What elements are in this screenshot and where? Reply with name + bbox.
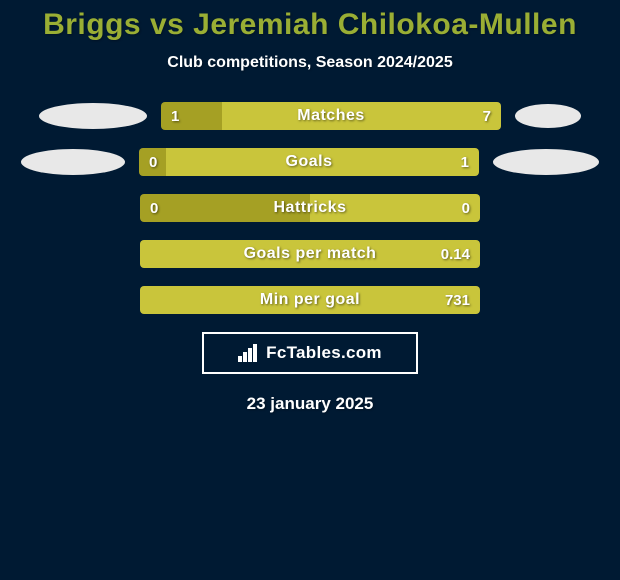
ellipse-placeholder xyxy=(18,241,126,267)
stat-row: 731Min per goal xyxy=(0,286,620,314)
stat-row: 17Matches xyxy=(0,102,620,130)
ellipse-placeholder xyxy=(18,287,126,313)
ellipse-placeholder xyxy=(494,287,602,313)
chart-icon xyxy=(238,344,260,362)
stat-bar: 0.14Goals per match xyxy=(140,240,480,268)
page-title: Briggs vs Jeremiah Chilokoa-Mullen xyxy=(0,8,620,42)
player-left-ellipse xyxy=(39,103,147,129)
stat-label: Goals xyxy=(139,148,479,176)
stat-row: 0.14Goals per match xyxy=(0,240,620,268)
comparison-infographic: Briggs vs Jeremiah Chilokoa-Mullen Club … xyxy=(0,0,620,580)
stat-row: 00Hattricks xyxy=(0,194,620,222)
stat-label: Min per goal xyxy=(140,286,480,314)
player-right-ellipse xyxy=(493,149,599,175)
stat-bar: 731Min per goal xyxy=(140,286,480,314)
ellipse-placeholder xyxy=(494,195,602,221)
ellipse-placeholder xyxy=(494,241,602,267)
stat-bar: 01Goals xyxy=(139,148,479,176)
stat-row: 01Goals xyxy=(0,148,620,176)
stat-label: Goals per match xyxy=(140,240,480,268)
date-text: 23 january 2025 xyxy=(0,394,620,414)
subtitle: Club competitions, Season 2024/2025 xyxy=(0,54,620,72)
source-logo: FcTables.com xyxy=(202,332,418,374)
logo-text: FcTables.com xyxy=(266,343,382,363)
ellipse-placeholder xyxy=(18,195,126,221)
stat-label: Hattricks xyxy=(140,194,480,222)
player-right-ellipse xyxy=(515,104,581,128)
player-left-ellipse xyxy=(21,149,125,175)
stat-label: Matches xyxy=(161,102,501,130)
stat-bar: 00Hattricks xyxy=(140,194,480,222)
stat-bar: 17Matches xyxy=(161,102,501,130)
stat-rows: 17Matches 01Goals 00Hattricks 0.14Goals per… xyxy=(0,102,620,314)
